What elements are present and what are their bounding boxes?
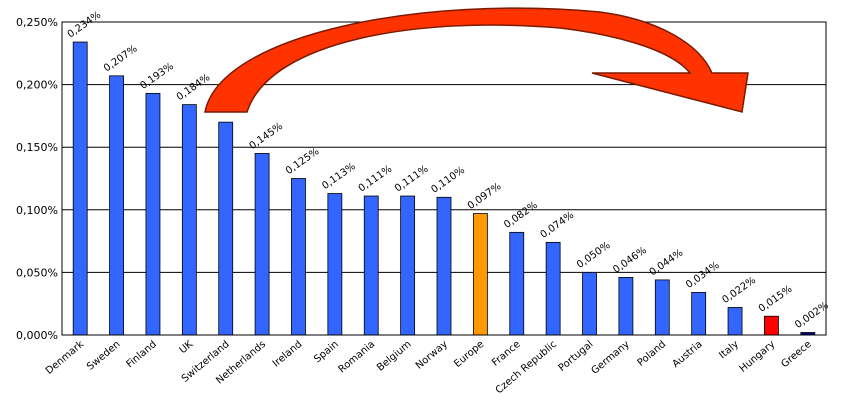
data-label: 0,046% [611,245,649,276]
data-label: 0,207% [102,43,140,74]
bar-poland [654,279,670,336]
category-label: France [490,339,523,369]
category-label: Czech Republic [494,339,559,396]
bar-czech-republic [545,241,561,336]
category-label: Greece [779,339,813,370]
category-label: Hungary [738,339,778,375]
bar-denmark [72,41,88,336]
category-label: Germany [590,339,632,377]
data-label: 0,111% [357,164,395,195]
bar-uk [181,104,197,336]
category-label: Norway [414,339,450,372]
category-label: Europe [452,339,486,370]
bar-belgium [400,195,416,336]
bar-hungary [764,315,779,336]
y-tick-label: 0,200% [16,79,58,92]
bar-germany [618,277,634,336]
data-label: 0,022% [720,275,758,306]
bar-romania [363,195,379,336]
bar-france [509,231,525,336]
bar-portugal [582,271,597,336]
y-tick-label: 0,000% [16,329,58,342]
data-label: 0,193% [138,61,176,92]
bar-ireland [291,178,306,336]
bars [72,41,816,336]
bar-norway [436,196,452,336]
category-label: Austria [670,339,704,370]
trend-arrow-shape [204,7,749,113]
data-label: 0,034% [684,260,722,291]
category-label: Finland [124,339,158,370]
category-label: UK [178,339,196,357]
data-label: 0,111% [393,164,431,195]
bar-austria [691,292,707,336]
category-label: Sweden [85,339,122,373]
bar-switzerland [218,121,234,336]
bar-sweden [109,75,124,336]
category-label: Belgium [375,339,413,374]
data-label: 0,050% [575,240,613,271]
y-tick-label: 0,150% [16,141,58,154]
bar-europe [472,213,488,336]
bar-finland [145,92,161,336]
data-label: 0,097% [466,181,504,212]
data-label: 0,044% [648,247,686,278]
y-tick-label: 0,100% [16,204,58,217]
category-label: Romania [337,339,378,376]
category-labels: Denmark Sweden Finland UKSwitzerlandNetherl… [44,339,814,397]
y-tick-label: 0,250% [16,16,58,29]
category-label: Spain [312,339,340,365]
category-label: Poland [636,339,669,369]
bar-italy [727,307,743,336]
data-label: 0,184% [175,72,213,103]
data-label: 0,125% [284,146,322,177]
data-label: 0,015% [757,284,795,315]
category-label: Ireland [271,339,305,370]
data-label: 0,002% [793,300,831,331]
y-axis-tick-labels: 0,000% 0,050% 0,100% 0,150% 0,200% 0,250% [16,16,58,342]
bar-spain [327,193,343,336]
category-label: Italy [717,339,741,361]
data-label: 0,234% [66,10,104,41]
y-tick-label: 0,050% [16,266,58,279]
data-label: 0,074% [539,210,577,241]
bar-netherlands [254,153,270,336]
data-label: 0,113% [320,161,358,192]
data-label: 0,082% [502,200,540,231]
data-label: 0,110% [429,165,467,196]
category-label: Denmark [44,339,86,377]
